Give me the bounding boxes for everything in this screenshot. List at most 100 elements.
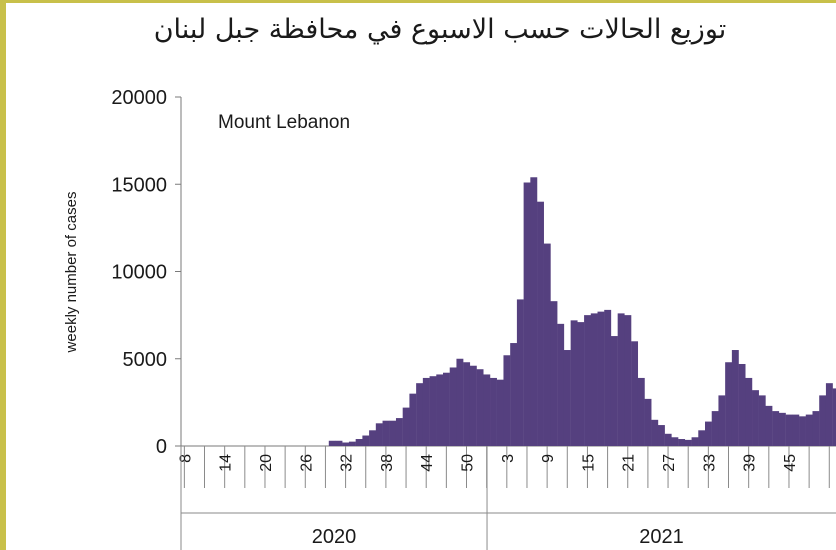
x-tick-label: 45	[782, 454, 799, 472]
bar	[805, 414, 813, 446]
bar	[496, 379, 504, 446]
bar	[537, 201, 544, 446]
bar	[731, 350, 739, 446]
bar	[530, 177, 538, 446]
bar	[328, 440, 336, 446]
y-ticks-group: 0 5000 10000 15000 20000	[111, 87, 181, 458]
bar	[624, 315, 632, 447]
x-tick-label: 50	[460, 454, 477, 472]
bar	[362, 435, 370, 446]
x-tick-label: 33	[701, 454, 718, 472]
bar	[395, 418, 403, 446]
x-tick-label: 8	[177, 454, 194, 463]
bar	[738, 363, 746, 446]
x-tick-label: 27	[661, 454, 678, 472]
x-tick-label: 20	[258, 454, 275, 472]
bar	[342, 442, 350, 446]
bar	[577, 322, 585, 446]
bar	[483, 374, 491, 446]
bar	[785, 414, 793, 446]
bar	[752, 390, 759, 446]
bar	[772, 411, 780, 446]
bar	[503, 355, 511, 446]
bar	[382, 420, 390, 446]
year-label: 2021	[639, 526, 684, 548]
bar	[490, 377, 497, 446]
bar	[456, 358, 464, 446]
bar	[604, 309, 612, 446]
bar	[664, 433, 672, 446]
bar	[778, 412, 786, 446]
bar	[711, 411, 719, 446]
bar	[375, 423, 383, 446]
y-tick-label: 0	[156, 436, 167, 458]
x-tick-label: 39	[742, 454, 759, 472]
bar	[550, 301, 558, 446]
bar	[557, 323, 565, 446]
y-tick-label: 20000	[111, 87, 167, 109]
bar	[409, 393, 417, 446]
bar	[705, 421, 712, 446]
bar	[429, 376, 437, 446]
x-tick-label: 21	[621, 454, 638, 472]
bar	[825, 383, 833, 446]
bar	[402, 407, 410, 446]
x-tick-label: 14	[218, 454, 235, 472]
bar	[510, 343, 518, 446]
x-tick-label: 9	[540, 454, 557, 463]
x-tick-label: 44	[419, 454, 436, 472]
bar	[590, 313, 598, 446]
x-tick-label: 32	[339, 454, 356, 472]
chart-title: توزيع الحالات حسب الاسبوع في محافظة جبل …	[153, 14, 727, 45]
bar	[436, 374, 444, 446]
y-axis-label: weekly number of cases	[63, 192, 80, 354]
y-tick-label: 10000	[111, 262, 167, 284]
bar	[443, 372, 450, 446]
year-groups: 2020 2021	[180, 446, 836, 550]
bar	[651, 419, 659, 446]
bar	[469, 365, 477, 446]
bar	[819, 395, 827, 446]
bar	[476, 369, 484, 446]
bar	[792, 414, 800, 446]
x-tick-label: 15	[580, 454, 597, 472]
axes-group	[180, 97, 836, 550]
bar	[584, 315, 591, 447]
bar	[832, 388, 836, 446]
bar	[563, 350, 571, 446]
x-tick-label: 38	[379, 454, 396, 472]
bar	[799, 416, 806, 446]
bar	[516, 299, 524, 446]
bar	[644, 398, 652, 446]
bar	[617, 313, 625, 446]
bar	[422, 377, 430, 446]
bar	[691, 437, 699, 446]
bar	[543, 243, 551, 446]
bar	[597, 311, 605, 446]
bar	[570, 320, 578, 446]
bar	[389, 420, 397, 446]
bar	[449, 367, 457, 446]
bar	[637, 377, 645, 446]
bar	[610, 336, 618, 446]
y-tick-label: 15000	[111, 174, 167, 196]
bar	[812, 411, 820, 446]
bar	[671, 437, 679, 446]
bar	[765, 405, 773, 446]
bar	[657, 425, 665, 446]
bar	[684, 439, 692, 446]
y-tick-label: 5000	[123, 349, 168, 371]
bars-group	[328, 177, 836, 447]
year-label: 2020	[312, 526, 357, 548]
x-ticks-group: 8 14 20 26 32 38 44 50 3 9 15 21 27 33 39 45	[177, 446, 830, 488]
bar	[348, 441, 356, 446]
bar	[725, 362, 733, 446]
bar	[745, 377, 753, 446]
bar	[335, 440, 343, 446]
bar	[416, 383, 424, 446]
bar	[758, 395, 766, 446]
bar	[369, 430, 377, 446]
bar	[698, 430, 706, 446]
